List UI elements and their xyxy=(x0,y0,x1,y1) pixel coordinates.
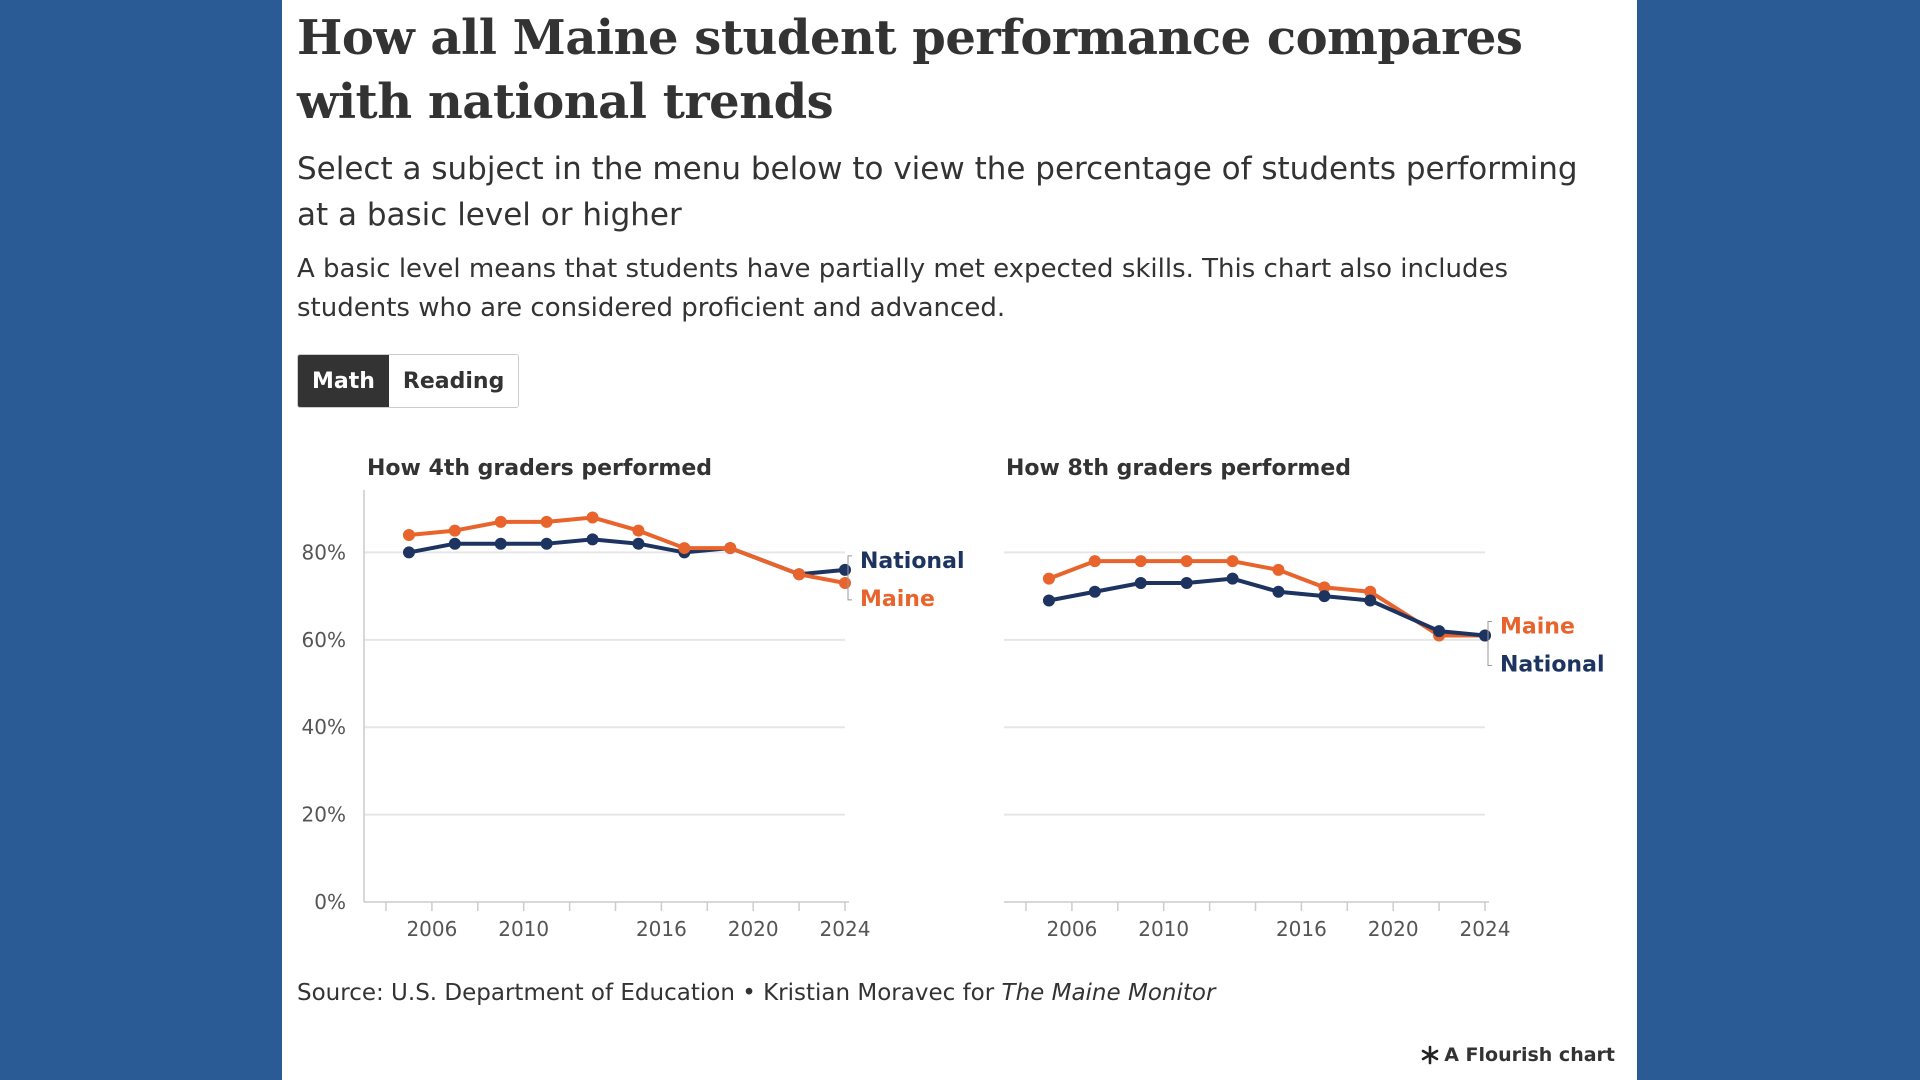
data-point xyxy=(632,524,645,537)
data-point xyxy=(1364,594,1377,607)
data-point xyxy=(402,546,415,559)
data-point xyxy=(793,568,806,581)
flourish-credit[interactable]: A Flourish chart xyxy=(1420,1044,1615,1066)
data-point xyxy=(540,515,553,528)
data-point xyxy=(402,528,415,541)
x-tick-label: 2006 xyxy=(406,917,457,941)
data-point xyxy=(1364,585,1377,598)
page-subtitle: Select a subject in the menu below to vi… xyxy=(297,151,1578,233)
chart-panel: How all Maine student performance compar… xyxy=(282,0,1637,1080)
charts-area: How 4th graders performed 0% 20% 40% 60% 80% 2… xyxy=(302,456,1605,941)
x-tick-label: 2016 xyxy=(1276,917,1327,941)
x-tick-label: 2016 xyxy=(636,917,687,941)
data-point xyxy=(1479,629,1491,642)
chart-note: A basic level means that students have p… xyxy=(297,254,1509,323)
data-point xyxy=(632,537,645,550)
y-tick-label: 40% xyxy=(302,715,346,739)
x-tick-label: 2024 xyxy=(820,917,871,941)
data-point xyxy=(1272,563,1285,576)
label-bracket xyxy=(1487,620,1492,666)
data-point xyxy=(1318,590,1331,603)
series-label-maine: Maine xyxy=(1500,614,1575,639)
data-point xyxy=(1226,555,1239,568)
data-point xyxy=(724,542,737,555)
subject-selector: Math Reading xyxy=(297,354,520,408)
flourish-asterisk-icon xyxy=(1421,1045,1439,1065)
data-point xyxy=(494,537,507,550)
x-tick-label: 2006 xyxy=(1046,917,1097,941)
data-point xyxy=(1134,555,1147,568)
chart-title-1: How 4th graders performed xyxy=(367,456,712,481)
x-tick-label: 2024 xyxy=(1460,917,1511,941)
math-button[interactable]: Math xyxy=(298,355,389,407)
data-point xyxy=(540,537,553,550)
data-point xyxy=(1433,625,1446,638)
data-point xyxy=(1180,577,1193,590)
data-point xyxy=(1088,555,1101,568)
data-point xyxy=(1318,581,1331,594)
data-point xyxy=(839,577,851,590)
data-point xyxy=(839,563,851,576)
x-tick-label: 2020 xyxy=(1368,917,1419,941)
data-point xyxy=(1226,572,1239,585)
series-label-national: National xyxy=(860,549,964,574)
data-point xyxy=(1042,594,1055,607)
data-point xyxy=(1088,585,1101,598)
series-line-national xyxy=(406,537,847,577)
reading-button[interactable]: Reading xyxy=(388,355,519,407)
data-point xyxy=(494,515,507,528)
source-publication: The Maine Monitor xyxy=(1001,980,1216,1006)
page-title: How all Maine student performance compar… xyxy=(297,10,1523,130)
data-point xyxy=(1272,585,1285,598)
data-point xyxy=(586,511,599,524)
data-point xyxy=(586,533,599,546)
data-point xyxy=(1042,572,1055,585)
data-point xyxy=(448,537,461,550)
y-tick-label: 80% xyxy=(302,540,346,564)
data-point xyxy=(1180,555,1193,568)
data-point xyxy=(448,524,461,537)
y-tick-label: 0% xyxy=(314,890,346,914)
data-point xyxy=(678,542,691,555)
source-note: Source: U.S. Department of Education • K… xyxy=(297,976,1497,1010)
series-label-maine: Maine xyxy=(860,587,935,612)
y-tick-label: 60% xyxy=(302,628,346,652)
series-label-national: National xyxy=(1500,652,1604,677)
x-tick-label: 2010 xyxy=(498,917,549,941)
source-text: Source: U.S. Department of Education • K… xyxy=(297,980,1002,1006)
series-line-maine xyxy=(406,515,847,586)
x-tick-label: 2010 xyxy=(1138,917,1189,941)
series-line-national xyxy=(1046,576,1487,638)
chart-title-2: How 8th graders performed xyxy=(1006,456,1351,481)
x-tick-label: 2020 xyxy=(728,917,779,941)
y-tick-label: 20% xyxy=(302,803,346,827)
flourish-credit-label: A Flourish chart xyxy=(1444,1044,1615,1066)
data-point xyxy=(1134,577,1147,590)
label-bracket xyxy=(847,555,852,601)
